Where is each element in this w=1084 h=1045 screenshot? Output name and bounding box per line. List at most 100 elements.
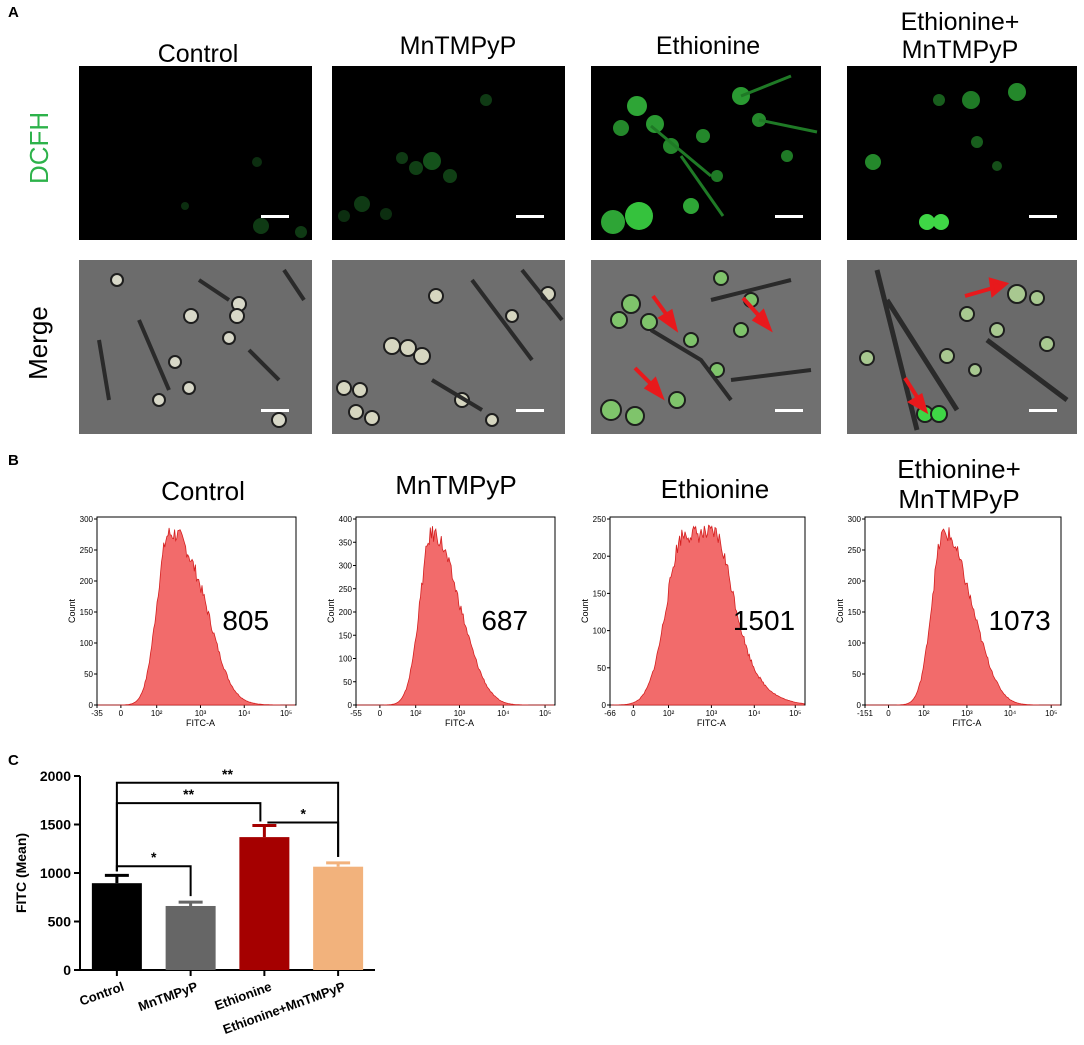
x-tick-label: 10⁴ [748,709,761,718]
y-tick-label: 0 [348,701,353,710]
x-tick-label: 0 [886,709,891,718]
y-tick-label: 150 [339,631,353,640]
x-tick-label: 10³ [454,709,466,718]
scale-bar [775,409,803,412]
y-tick-label: 50 [343,678,352,687]
y-tick-label: 50 [84,670,93,679]
dcfh-image-control [79,66,312,240]
y-tick-label: 100 [593,627,607,636]
dcfh-image-ethionine [591,66,821,240]
y-tick-label: 100 [80,639,94,648]
column-title-ethionine: Ethionine [655,32,761,60]
y-tick-label: 1500 [40,817,71,833]
mean-value: 687 [481,605,528,636]
merge-image-control [79,260,312,434]
x-tick-label: -55 [350,709,362,718]
y-tick-label: 2000 [40,768,71,784]
x-tick-label: 10² [410,709,422,718]
x-tick-label: 10³ [961,709,973,718]
bar-0 [91,883,142,970]
y-tick-label: 400 [339,515,353,524]
x-axis-label: FITC-A [952,718,981,728]
significance-label: * [301,806,307,822]
arrow-icons [903,277,1010,415]
significance-label: ** [183,786,194,802]
y-tick-label: 250 [339,585,353,594]
arrow-icons [633,294,773,401]
y-tick-label: 200 [339,608,353,617]
scale-bar [261,409,289,412]
y-tick-label: 250 [848,546,862,555]
x-tick-label: 0 [119,709,124,718]
x-tick-label: MnTMPyP [136,979,200,1014]
merge-image-ethionine [591,260,821,434]
scale-bar [775,215,803,218]
y-axis-label: Count [580,599,590,624]
panel-b-label: B [8,452,19,469]
x-axis-label: FITC-A [186,718,215,728]
x-tick-label: 10⁴ [497,709,510,718]
merge-control-cells [79,260,312,434]
panel-a-label: A [8,4,19,21]
y-tick-label: 200 [848,577,862,586]
merge-mntmpyp-cells [332,260,565,434]
x-tick-label: 10⁵ [539,709,551,718]
x-tick-label: 0 [378,709,383,718]
column-title-control: Control [157,40,239,68]
y-tick-label: 200 [80,577,94,586]
dcfh-mntmpyp-cells [338,94,492,222]
mean-value: 805 [222,605,269,636]
significance-bracket [115,802,262,872]
x-tick-label: Ethionine+MnTMPyP [221,979,348,1037]
y-tick-label: 150 [593,589,607,598]
mean-value: 1073 [988,605,1050,636]
y-tick-label: 0 [89,701,94,710]
y-tick-label: 150 [848,608,862,617]
y-tick-label: 0 [63,962,71,978]
scale-bar [516,409,544,412]
scale-bar [261,215,289,218]
dcfh-image-mntmpyp [332,66,565,240]
bar-3 [313,866,364,970]
x-axis-label: FITC-A [697,718,726,728]
y-axis-label: Count [326,599,336,624]
x-axis-label: FITC-A [445,718,474,728]
merge-ethionine-cells [591,260,821,434]
bar-1 [165,905,216,970]
y-axis-label: Count [67,599,77,624]
row-label-merge: Merge [23,306,53,380]
significance-label: * [151,849,157,865]
y-tick-label: 250 [80,546,94,555]
y-tick-label: 50 [597,664,606,673]
scale-bar [1029,215,1057,218]
dcfh-control-cells [181,157,307,238]
row-label-dcfh: DCFH [24,112,54,184]
column-title-ethionine-mntmpyp: Ethionine+ MnTMPyP [900,8,1020,64]
x-tick-label: 10² [151,709,163,718]
bar-2 [239,837,290,970]
significance-label: ** [222,766,233,782]
x-tick-label: -35 [91,709,103,718]
x-tick-label: 10³ [706,709,718,718]
x-tick-label: Control [77,979,126,1009]
y-tick-label: 300 [80,515,94,524]
histogram-area [611,524,805,706]
merge-image-ethionine-mntmpyp [847,260,1077,434]
y-tick-label: 0 [857,701,862,710]
y-tick-label: 500 [48,914,72,930]
y-tick-label: 150 [80,608,94,617]
y-tick-label: 350 [339,538,353,547]
histogram-title-ethionine-mntmpyp: Ethionine+ MnTMPyP [897,454,1021,514]
x-tick-label: 0 [631,709,636,718]
histogram-area [98,527,295,706]
x-tick-label: -66 [604,709,616,718]
histogram-area [357,526,554,706]
y-tick-label: 300 [339,562,353,571]
x-tick-label: 10⁴ [238,709,251,718]
y-tick-label: 50 [852,670,861,679]
x-tick-label: 10⁵ [280,709,292,718]
